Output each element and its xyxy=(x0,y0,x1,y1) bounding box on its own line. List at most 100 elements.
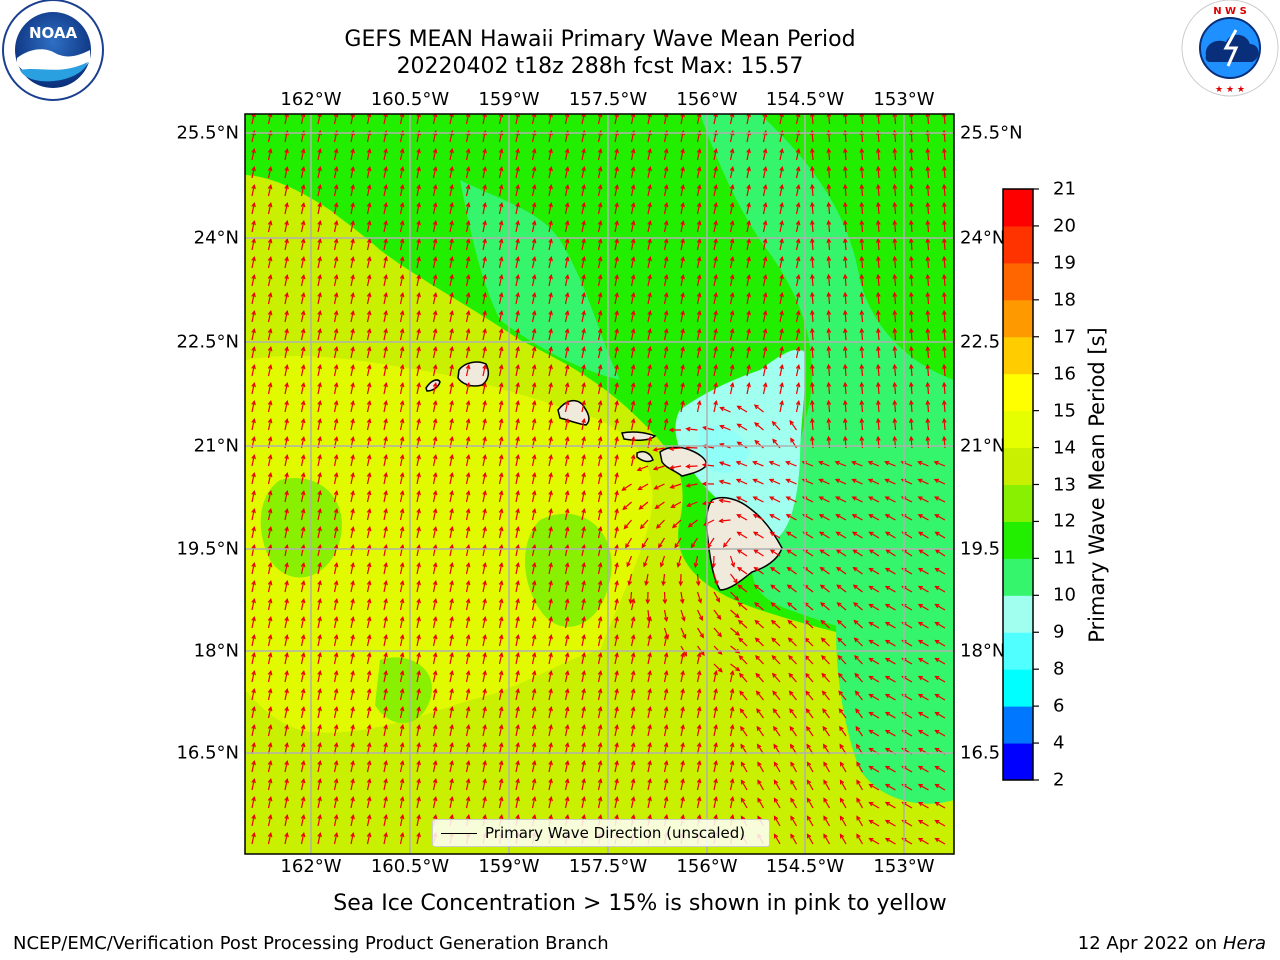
colorbar-tick-label: 16 xyxy=(1053,363,1076,385)
wave-vector xyxy=(630,797,635,809)
wave-vector xyxy=(399,347,404,359)
wave-vector xyxy=(251,779,255,791)
wave-vector-head xyxy=(432,597,438,604)
wave-vector-head xyxy=(823,797,828,803)
wave-vector-head xyxy=(908,417,914,423)
wave-vector xyxy=(779,114,783,125)
wave-vector-head xyxy=(564,291,570,298)
wave-vector-head xyxy=(770,584,776,590)
wave-vector xyxy=(926,220,930,233)
wave-vector-head xyxy=(663,363,669,370)
wave-vector xyxy=(399,725,404,737)
wave-vector-head xyxy=(416,831,421,838)
wave-vector xyxy=(795,329,800,341)
wave-vector-head xyxy=(317,291,322,298)
wave-vector xyxy=(736,496,748,503)
wave-vector-head xyxy=(746,309,751,316)
wave-vector xyxy=(614,114,618,125)
wave-vector-head xyxy=(515,597,520,604)
wave-vector-head xyxy=(614,723,619,730)
wave-vector xyxy=(564,329,569,341)
wave-vector-head xyxy=(564,273,570,280)
wave-vector-head xyxy=(614,201,619,208)
wave-vector xyxy=(788,655,797,665)
wave-vector-head xyxy=(614,273,619,280)
wave-vector xyxy=(548,455,552,467)
wave-vector-head xyxy=(908,345,914,351)
wave-vector-head xyxy=(383,759,388,766)
wave-vector-head xyxy=(641,543,647,549)
wave-vector-head xyxy=(449,741,454,748)
wave-vector-head xyxy=(366,183,372,190)
wave-vector xyxy=(284,743,288,755)
wave-vector-head xyxy=(498,669,504,676)
wave-vector-head xyxy=(746,183,751,190)
wave-vector-head xyxy=(809,237,815,243)
wave-vector-head xyxy=(884,837,890,843)
wave-vector xyxy=(779,257,783,269)
wave-vector xyxy=(877,328,880,341)
wave-vector-head xyxy=(432,417,438,424)
wave-vector-head xyxy=(465,543,471,550)
wave-vector xyxy=(350,761,354,773)
wave-vector xyxy=(622,501,632,510)
wave-vector xyxy=(696,329,701,341)
wave-vector-head xyxy=(482,114,487,118)
wave-vector-head xyxy=(917,801,923,807)
wave-vector-head xyxy=(383,651,388,658)
wave-vector xyxy=(935,837,946,845)
wave-vector-head xyxy=(713,741,718,748)
wave-vector xyxy=(515,797,519,809)
wave-vector xyxy=(837,620,847,629)
wave-vector xyxy=(581,545,585,557)
wave-vector-head xyxy=(548,525,553,532)
wave-vector xyxy=(663,797,668,809)
wave-vector xyxy=(515,653,519,665)
wave-vector-head xyxy=(399,597,405,604)
wave-vector xyxy=(935,621,946,629)
wave-vector-head xyxy=(614,615,619,622)
wave-vector-head xyxy=(267,543,273,550)
wave-vector-head xyxy=(350,291,355,298)
wave-vector xyxy=(416,563,420,575)
wave-vector xyxy=(317,725,321,737)
wave-vector xyxy=(399,401,404,413)
wave-vector-head xyxy=(251,831,256,838)
wave-vector-head xyxy=(251,525,256,532)
wave-vector xyxy=(771,637,781,647)
wave-vector-head xyxy=(739,708,745,714)
wave-vector-head xyxy=(581,615,586,622)
wave-vector xyxy=(366,581,371,593)
wave-vector-head xyxy=(795,309,801,316)
wave-vector xyxy=(719,480,731,485)
wave-vector xyxy=(548,617,552,629)
wave-vector-head xyxy=(300,777,306,784)
wave-vector xyxy=(350,275,354,287)
wave-vector xyxy=(300,707,305,719)
wave-vector-head xyxy=(614,183,619,190)
wave-vector-head xyxy=(746,345,751,352)
wave-vector xyxy=(449,779,453,791)
wave-vector xyxy=(630,617,635,629)
wave-vector-head xyxy=(383,147,388,154)
wave-vector-head xyxy=(875,363,881,369)
wave-vector xyxy=(482,365,486,377)
wave-vector-head xyxy=(350,561,355,568)
wave-vector xyxy=(251,114,255,125)
wave-vector-head xyxy=(482,453,487,460)
wave-vector-head xyxy=(564,309,570,316)
wave-vector xyxy=(416,203,420,215)
wave-vector xyxy=(680,761,684,773)
wave-vector xyxy=(647,329,651,341)
wave-vector-head xyxy=(836,619,842,625)
wave-vector-head xyxy=(875,435,881,441)
wave-vector-head xyxy=(729,687,735,694)
wave-vector xyxy=(730,627,740,636)
wave-vector xyxy=(251,815,255,827)
wave-vector-head xyxy=(581,453,586,460)
wave-vector xyxy=(663,635,668,647)
wave-vector xyxy=(531,257,536,269)
wave-vector-head xyxy=(738,672,744,678)
wave-vector xyxy=(515,617,519,629)
wave-vector xyxy=(300,185,305,197)
